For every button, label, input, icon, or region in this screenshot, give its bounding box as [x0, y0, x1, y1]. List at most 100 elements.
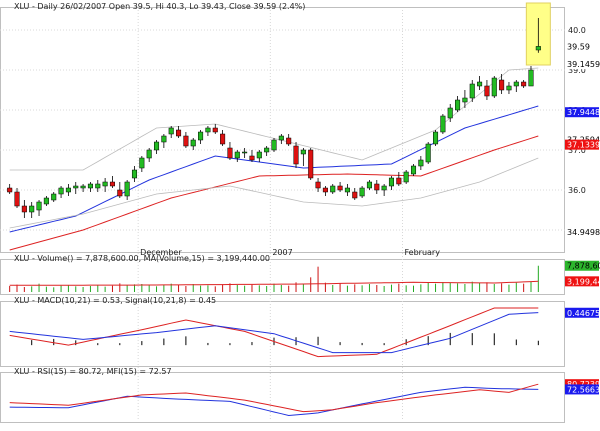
- candle-body: [418, 159, 424, 167]
- candle-body: [212, 127, 218, 133]
- upper-band-line: [9, 67, 539, 171]
- red-moving-average-line: [9, 135, 539, 251]
- volume-panel-title: XLU - Volume() = 7,878,600.00, MA(Volume…: [14, 254, 270, 263]
- price-badge-bg: [565, 134, 599, 145]
- candle-body: [205, 127, 211, 133]
- candle-body: [43, 197, 49, 205]
- candle-body: [477, 81, 483, 87]
- lower-band-line: [9, 157, 539, 229]
- rsi-badge: 72.5663: [567, 385, 600, 394]
- candle-body: [65, 187, 71, 193]
- candle-body: [264, 147, 270, 153]
- candle-body: [521, 81, 527, 87]
- volume-badge-bg: [565, 276, 599, 287]
- candle-body: [95, 183, 101, 189]
- candle-body: [124, 181, 130, 197]
- candle-body: [7, 187, 13, 193]
- price-panel: [7, 18, 541, 251]
- candle-body: [29, 205, 35, 213]
- candle-body: [403, 171, 409, 183]
- rsi-panel: [9, 383, 539, 417]
- price-badge: 37.9448: [567, 108, 600, 117]
- candle-body: [315, 181, 321, 189]
- x-axis-tick-label: 2007: [272, 248, 292, 257]
- x-axis-tick-label: February: [404, 248, 440, 257]
- price-badge-bg: [565, 59, 599, 70]
- price-axis: December2007February40.039.038.037.036.0…: [140, 26, 586, 257]
- candle-body: [506, 85, 512, 91]
- value-badges: 39.5939.145937.944837.259437.133934.9498…: [565, 41, 600, 395]
- macd-panel: [9, 307, 539, 358]
- candle-body: [308, 149, 314, 179]
- candle-body: [117, 189, 123, 197]
- candle-body: [535, 46, 541, 51]
- price-badge-bg: [565, 41, 599, 52]
- candle-body: [249, 155, 255, 161]
- candle-body: [102, 181, 108, 187]
- candle-body: [425, 143, 431, 163]
- candle-body: [51, 193, 57, 201]
- y-axis-tick-label: 40.0: [568, 26, 586, 35]
- price-badge-bg: [565, 227, 599, 238]
- candle-body: [73, 185, 79, 189]
- mfi-line: [9, 386, 539, 417]
- price-badge: 34.9498: [567, 228, 600, 237]
- candle-body: [528, 69, 534, 87]
- candle-body: [462, 97, 468, 103]
- candle-body: [484, 85, 490, 97]
- candle-body: [87, 183, 93, 189]
- candle-body: [109, 181, 115, 187]
- candle-body: [36, 201, 42, 211]
- vol-panel-frame: [0, 259, 565, 295]
- candle-body: [183, 135, 189, 147]
- candle-body: [278, 135, 284, 141]
- volume-panel: [9, 265, 539, 292]
- candle-body: [139, 157, 145, 169]
- candle-body: [161, 135, 167, 143]
- rsi-badge-bg: [565, 379, 599, 390]
- candle-body: [455, 99, 461, 111]
- candle-body: [198, 131, 204, 141]
- candle-body: [220, 133, 226, 145]
- y-axis-tick-label: 36.0: [568, 186, 586, 195]
- candle-body: [513, 81, 519, 87]
- candle-body: [146, 149, 152, 159]
- candle-body: [153, 141, 160, 151]
- candle-body: [366, 181, 372, 189]
- candle-body: [131, 169, 138, 179]
- candle-body: [80, 185, 86, 189]
- rsi-panel-frame: [0, 372, 565, 423]
- candle-body: [330, 185, 336, 193]
- macd-badge: 0.446751: [567, 309, 600, 318]
- candle-body: [337, 185, 343, 191]
- volume-badge: 7,878,600: [567, 262, 600, 271]
- candle-body: [374, 183, 380, 191]
- candle-body: [58, 187, 64, 195]
- macd-badge-bg: [565, 307, 599, 318]
- candle-body: [410, 165, 417, 175]
- macd-panel-frame: [0, 301, 565, 367]
- candle-body: [352, 191, 358, 199]
- rsi-badge-bg: [565, 384, 599, 395]
- candle-body: [469, 83, 475, 99]
- candle-body: [447, 107, 453, 119]
- rsi-line: [9, 383, 539, 413]
- x-axis-tick-label: December: [140, 248, 182, 257]
- candle-body: [396, 177, 402, 185]
- price-badge-bg: [565, 139, 599, 150]
- candle-body: [227, 147, 233, 159]
- chart-title: XLU - Daily 26/02/2007 Open 39.5, Hi 40.…: [14, 2, 305, 11]
- rsi-panel-title: XLU - RSI(15) = 80.72, MFI(15) = 72.57: [14, 367, 172, 376]
- price-badge-bg: [565, 107, 599, 118]
- candle-body: [491, 77, 497, 97]
- y-axis-tick-label: 37.0: [568, 146, 586, 155]
- candle-body: [242, 151, 248, 154]
- candle-body: [499, 79, 505, 91]
- blue-moving-average-line: [9, 105, 539, 233]
- candle-body: [256, 151, 262, 159]
- macd-panel-title: XLU - MACD(10,21) = 0.53, Signal(10,21,8…: [14, 296, 216, 305]
- candle-body: [234, 151, 240, 159]
- candle-body: [271, 139, 277, 151]
- candle-body: [300, 149, 306, 155]
